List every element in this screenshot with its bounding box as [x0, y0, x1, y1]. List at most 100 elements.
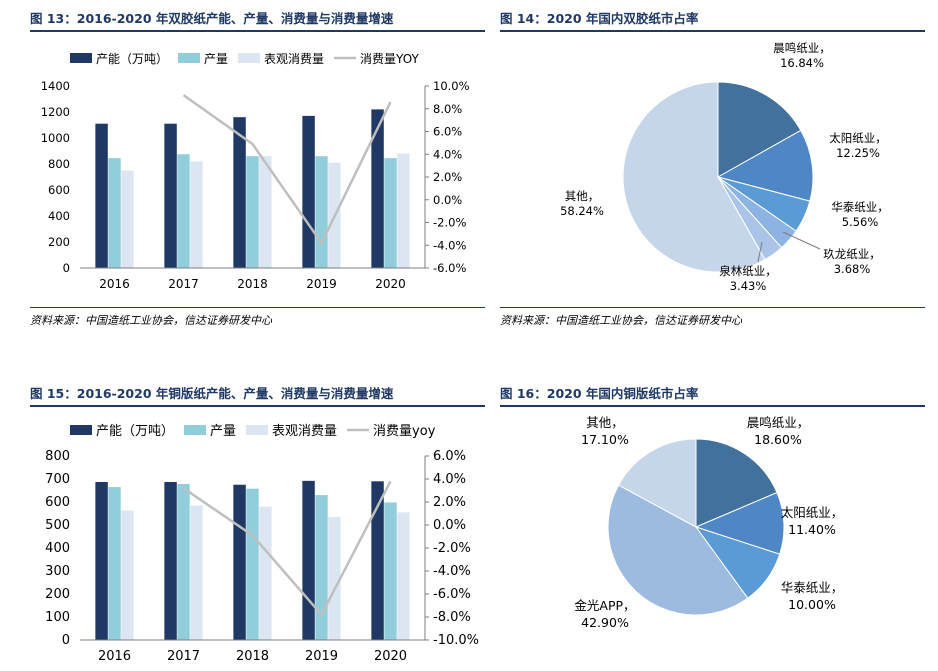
fig15-y2tick-label: -2.0%: [433, 541, 471, 556]
fig15-y2tick-label: 2.0%: [433, 495, 466, 510]
fig15-bar-2-0: [121, 510, 134, 640]
fig15-bar-1-4: [384, 502, 397, 640]
fig13-panel: 图 13：2016-2020 年双胶纸产能、产量、消费量与消费量增速 产能（万吨…: [30, 8, 485, 338]
fig15-ytick-label: 800: [45, 449, 70, 464]
fig16-slice-name-2: 华泰纸业，: [781, 580, 844, 595]
fig16-slice-name-0: 晨鸣纸业，: [747, 415, 810, 430]
fig13-bar-1-2: [246, 156, 259, 268]
fig13-category-label: 2016: [99, 277, 130, 291]
fig15-ytick-label: 600: [45, 495, 70, 510]
fig13-legend-swatch-0: [70, 53, 92, 63]
fig14-leader-line-4: [757, 241, 763, 263]
fig14-slice-value-4: 3.43%: [730, 279, 767, 293]
fig15-yoy-line: [182, 480, 392, 617]
fig13-ytick-label: 800: [48, 157, 70, 171]
fig14-slice-1: [716, 129, 814, 202]
fig15-y2tick-label: 6.0%: [433, 449, 466, 464]
fig13-bar-2-1: [190, 161, 203, 268]
fig15-y2tick-label: -10.0%: [433, 633, 479, 648]
fig16-slice-name-4: 其他，: [586, 415, 624, 430]
fig13-bar-1-4: [384, 158, 397, 268]
fig15-bar-1-1: [177, 484, 190, 640]
fig13-bar-2-0: [121, 170, 134, 268]
fig14-source: 资料来源：中国造纸工业协会，信达证券研发中心: [500, 314, 742, 327]
fig14-title: 图 14：2020 年国内双胶纸市占率: [500, 11, 699, 26]
fig14-source-rule: [500, 307, 925, 308]
fig13-ytick-label: 1200: [41, 105, 70, 119]
fig15-bar-0-2: [233, 484, 246, 640]
fig13-legend-label-3: 消费量YOY: [360, 52, 419, 66]
fig15-legend-label-3: 消费量yoy: [373, 424, 436, 439]
fig14-slice-value-1: 12.25%: [836, 146, 880, 160]
fig13-ytick-label: 400: [48, 209, 70, 223]
fig16-slice-4: [617, 438, 697, 528]
fig14-panel: 图 14：2020 年国内双胶纸市占率 晨鸣纸业， 16.84% 太阳纸业， 12.2…: [500, 8, 925, 338]
fig13-bar-1-1: [177, 154, 190, 268]
fig14-slice-name-5: 其他，: [565, 189, 600, 203]
fig13-y2tick-label: 4.0%: [433, 147, 462, 161]
fig15-y2tick-label: -6.0%: [433, 587, 471, 602]
fig15-bar-0-4: [371, 481, 384, 640]
fig13-legend-label-2: 表观消费量: [264, 52, 324, 66]
fig13-legend-swatch-2: [238, 53, 261, 63]
fig16-slice-value-0: 18.60%: [754, 432, 802, 447]
fig15-ytick-label: 400: [45, 541, 70, 556]
fig14-slice-name-3: 玖龙纸业，: [823, 247, 881, 261]
fig15-bar-1-3: [315, 495, 328, 640]
fig15-bar-0-1: [164, 481, 177, 640]
fig15-bar-0-0: [95, 481, 108, 640]
fig15-category-label: 2018: [236, 649, 269, 664]
fig13-y2tick-label: 8.0%: [433, 102, 462, 116]
fig16-title: 图 16：2020 年国内铜版纸市占率: [500, 386, 699, 401]
fig13-ytick-label: 1400: [41, 79, 70, 93]
fig16-chart: 晨鸣纸业， 18.60% 太阳纸业， 11.40% 华泰纸业， 10.00% 金光APP， 4…: [574, 415, 844, 630]
fig16-slice-value-4: 17.10%: [581, 432, 629, 447]
fig15-bar-2-1: [190, 505, 203, 640]
fig13-bar-0-4: [371, 109, 384, 269]
fig13-bar-0-2: [233, 117, 246, 268]
fig15-y2tick-label: -4.0%: [433, 564, 471, 579]
fig15-y2tick-label: 0.0%: [433, 518, 466, 533]
fig15-ytick-label: 200: [45, 587, 70, 602]
fig13-y2tick-label: 6.0%: [433, 125, 462, 139]
fig14-slice-5: [622, 81, 766, 273]
fig15-category-label: 2016: [98, 649, 131, 664]
fig13-category-label: 2020: [375, 277, 406, 291]
fig13-y2tick-label: 10.0%: [433, 79, 470, 93]
fig15-category-label: 2020: [374, 649, 407, 664]
fig13-bar-0-0: [95, 123, 108, 268]
fig13-ytick-label: 200: [48, 235, 70, 249]
fig13-category-label: 2019: [306, 277, 337, 291]
fig14-leader-line-3: [782, 231, 821, 250]
fig13-legend-swatch-1: [178, 53, 201, 63]
fig13-category-label: 2018: [237, 277, 268, 291]
fig13-category-label: 2017: [168, 277, 199, 291]
fig16-slice-value-3: 42.90%: [581, 615, 629, 630]
fig16-slice-value-2: 10.00%: [788, 597, 836, 612]
fig15-category-label: 2017: [167, 649, 200, 664]
fig15-legend-label-2: 表观消费量: [272, 424, 337, 439]
fig13-source-rule: [30, 307, 485, 308]
fig15-title-rule: [30, 405, 485, 407]
fig13-ytick-label: 1000: [41, 131, 70, 145]
fig15-bar-1-2: [246, 488, 259, 640]
fig13-legend-label-1: 产量: [204, 52, 228, 66]
fig13-y2tick-label: -2.0%: [433, 216, 466, 230]
fig15-legend-label-1: 产量: [210, 424, 236, 439]
fig15-ytick-label: 500: [45, 518, 70, 533]
fig13-bar-2-4: [397, 153, 410, 268]
fig16-title-rule: [500, 405, 925, 407]
fig15-bar-2-3: [328, 516, 341, 640]
fig15-bar-2-4: [397, 512, 410, 640]
fig13-y2tick-label: -4.0%: [433, 238, 466, 252]
fig15-ytick-label: 0: [62, 633, 70, 648]
fig14-slice-value-2: 5.56%: [842, 215, 879, 229]
fig13-bar-0-1: [164, 123, 177, 268]
fig16-slice-name-1: 太阳纸业，: [781, 505, 844, 520]
fig15-legend-swatch-2: [246, 425, 269, 435]
fig16-slice-3: [607, 484, 749, 616]
fig13-title-rule: [30, 30, 485, 32]
fig13-source: 资料来源：中国造纸工业协会，信达证券研发中心: [30, 314, 272, 327]
fig14-slice-value-5: 58.24%: [560, 204, 604, 218]
fig15-legend-swatch-0: [70, 425, 92, 435]
